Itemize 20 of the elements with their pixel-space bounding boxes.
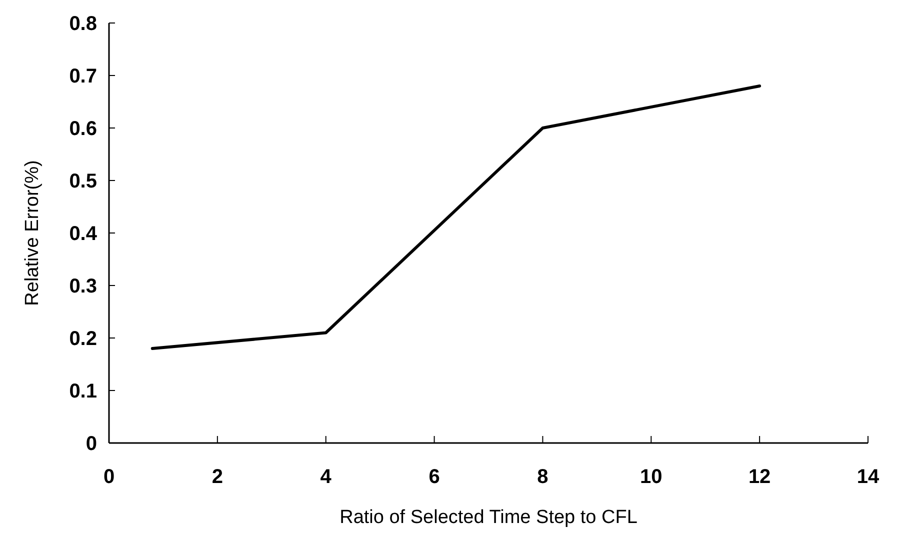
y-axis-title: Relative Error(%)	[22, 160, 43, 306]
y-tick-label: 0.2	[69, 328, 97, 350]
x-tick-label: 4	[320, 466, 332, 488]
x-tick-label: 6	[428, 466, 440, 488]
x-tick-label: 2	[212, 466, 223, 488]
y-tick-label: 0.7	[69, 66, 97, 88]
y-tick-label: 0.6	[69, 118, 97, 140]
x-tick-label: 10	[640, 466, 662, 488]
x-tick-label: 14	[856, 466, 880, 488]
x-axis-title: Ratio of Selected Time Step to CFL	[340, 507, 638, 528]
y-tick-label: 0.8	[69, 13, 97, 35]
x-tick-label: 0	[103, 466, 115, 488]
y-tick-label: 0.1	[69, 380, 97, 402]
y-tick-label: 0	[86, 433, 97, 455]
y-tick-label: 0.3	[69, 276, 97, 298]
x-tick-label: 12	[748, 466, 771, 488]
line-series	[150, 84, 762, 350]
y-tick-label: 0.4	[69, 223, 98, 245]
y-tick-label: 0.5	[69, 170, 97, 192]
x-tick-label: 8	[537, 466, 548, 488]
